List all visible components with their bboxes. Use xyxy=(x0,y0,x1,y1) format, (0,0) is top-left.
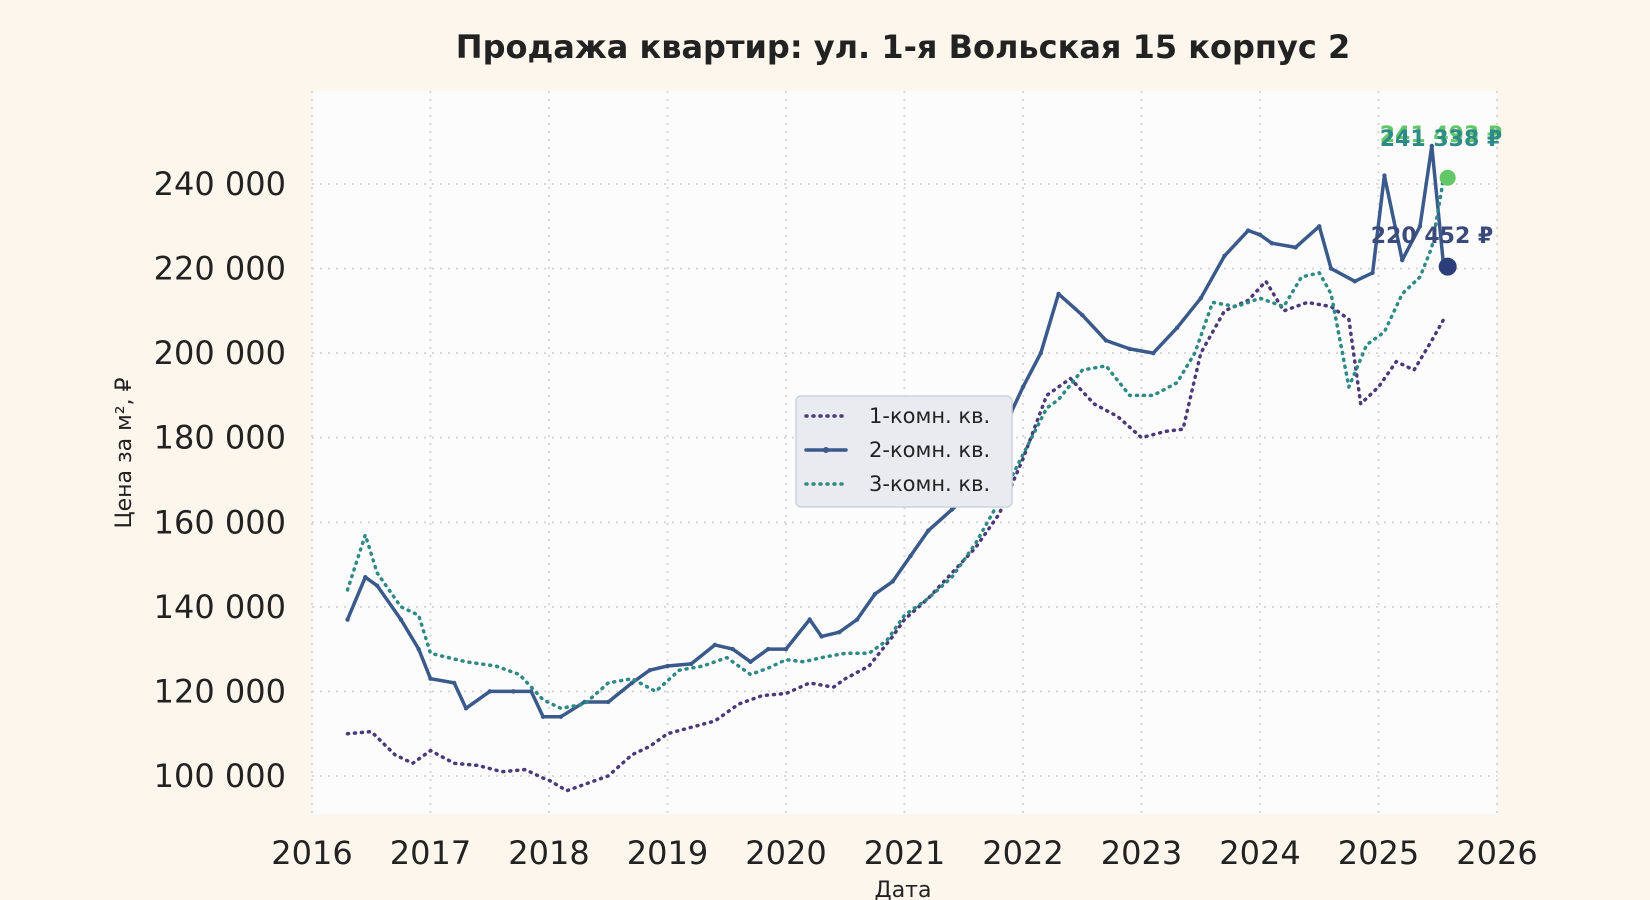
series-point xyxy=(819,634,824,639)
x-axis-label: Дата xyxy=(875,878,932,900)
x-tick-label: 2022 xyxy=(982,834,1063,872)
series-point xyxy=(1293,245,1298,250)
y-tick-label: 120 000 xyxy=(154,672,286,710)
x-tick-label: 2024 xyxy=(1219,834,1300,872)
y-tick-label: 100 000 xyxy=(154,757,286,795)
series-point xyxy=(487,689,492,694)
series-point xyxy=(345,617,350,622)
series-point xyxy=(1056,291,1061,297)
series-point xyxy=(558,714,564,719)
series-point xyxy=(807,617,812,622)
series-point xyxy=(540,714,546,719)
series-point xyxy=(837,629,842,635)
x-tick-label: 2023 xyxy=(1101,834,1182,872)
series-point xyxy=(689,661,694,667)
x-tick-label: 2021 xyxy=(864,834,945,872)
series-point xyxy=(398,617,404,622)
series-point xyxy=(1198,295,1203,301)
series-point xyxy=(712,642,718,648)
series-point xyxy=(872,591,878,597)
legend-label: 2-комн. кв. xyxy=(869,438,990,462)
y-tick-label: 160 000 xyxy=(154,503,286,541)
series-point xyxy=(428,676,433,681)
series-point xyxy=(1080,312,1085,318)
series-point xyxy=(606,699,611,705)
series-point xyxy=(926,528,931,533)
series-point xyxy=(1038,350,1043,356)
endpoint-2-room xyxy=(1438,257,1457,276)
chart-title: Продажа квартир: ул. 1-я Вольская 15 кор… xyxy=(456,28,1350,66)
x-tick-label: 2025 xyxy=(1338,834,1419,872)
legend-label: 3-комн. кв. xyxy=(869,472,990,496)
series-point xyxy=(452,680,457,686)
series-line-3 xyxy=(345,175,1446,711)
series-point xyxy=(1245,228,1251,233)
series-point xyxy=(1352,279,1358,284)
legend: 1-комн. кв. 2-комн. кв. 3-комн. кв. xyxy=(795,395,1013,508)
y-axis-label: Цена за м², ₽ xyxy=(112,377,137,528)
series-point xyxy=(783,646,789,652)
series-point xyxy=(1222,253,1227,259)
series-point xyxy=(748,659,753,664)
series-point xyxy=(374,583,380,588)
series-point xyxy=(854,617,860,622)
series-point xyxy=(1400,257,1405,263)
series-point xyxy=(1370,270,1375,276)
endpoint-3-room xyxy=(1439,169,1456,186)
y-tick-label: 240 000 xyxy=(154,165,286,203)
series-layer xyxy=(345,143,1446,793)
series-point xyxy=(1127,346,1132,352)
series-line-1 xyxy=(345,279,1446,793)
series-point xyxy=(730,646,735,652)
legend-marker xyxy=(823,447,829,453)
series-point xyxy=(529,689,534,694)
series-point xyxy=(463,706,469,711)
y-axis-ticks: 100 000 120 000 140 000 160 000 180 000 200 0… xyxy=(154,165,286,795)
series-point xyxy=(1328,266,1334,271)
series-point xyxy=(511,689,516,694)
series-point xyxy=(949,507,955,512)
series-point xyxy=(1382,173,1387,178)
series-point xyxy=(629,680,635,686)
series-point xyxy=(908,553,913,559)
y-tick-label: 220 000 xyxy=(154,250,286,288)
series-point xyxy=(416,646,421,652)
series-point xyxy=(1417,224,1423,229)
series-point xyxy=(1151,350,1156,356)
series-point xyxy=(1429,143,1435,149)
series-point xyxy=(647,668,652,673)
x-tick-label: 2016 xyxy=(271,834,352,872)
x-tick-label: 2026 xyxy=(1456,834,1537,872)
end-value-label: 220 452 ₽ xyxy=(1371,224,1493,249)
series-point xyxy=(665,663,670,669)
series-point xyxy=(1174,325,1180,330)
y-tick-label: 200 000 xyxy=(154,334,286,372)
x-tick-label: 2019 xyxy=(627,834,708,872)
x-tick-label: 2020 xyxy=(745,834,826,872)
series-point xyxy=(1020,384,1026,390)
series-point xyxy=(890,579,895,584)
endpoint-markers: 241 493 ₽241 338 ₽ 220 452 ₽ xyxy=(1371,123,1502,276)
series-point xyxy=(363,575,368,580)
x-axis-ticks: 2016 2017 2018 2019 2020 2021 2022 2023 2024 2025… xyxy=(271,834,1537,872)
y-tick-label: 140 000 xyxy=(154,588,286,626)
series-point xyxy=(1269,241,1275,246)
series-point xyxy=(766,646,771,652)
legend-box xyxy=(795,395,1013,508)
x-tick-label: 2017 xyxy=(390,834,471,872)
series-point xyxy=(1257,232,1263,237)
x-tick-label: 2018 xyxy=(508,834,589,872)
end-value-label: 241 493 ₽ xyxy=(1380,123,1502,148)
end-value-label: 241 338 ₽ xyxy=(1380,127,1502,152)
series-point xyxy=(1103,338,1109,343)
series-point xyxy=(1317,224,1322,229)
y-tick-label: 180 000 xyxy=(154,419,286,457)
legend-label: 1-комн. кв. xyxy=(869,404,990,428)
